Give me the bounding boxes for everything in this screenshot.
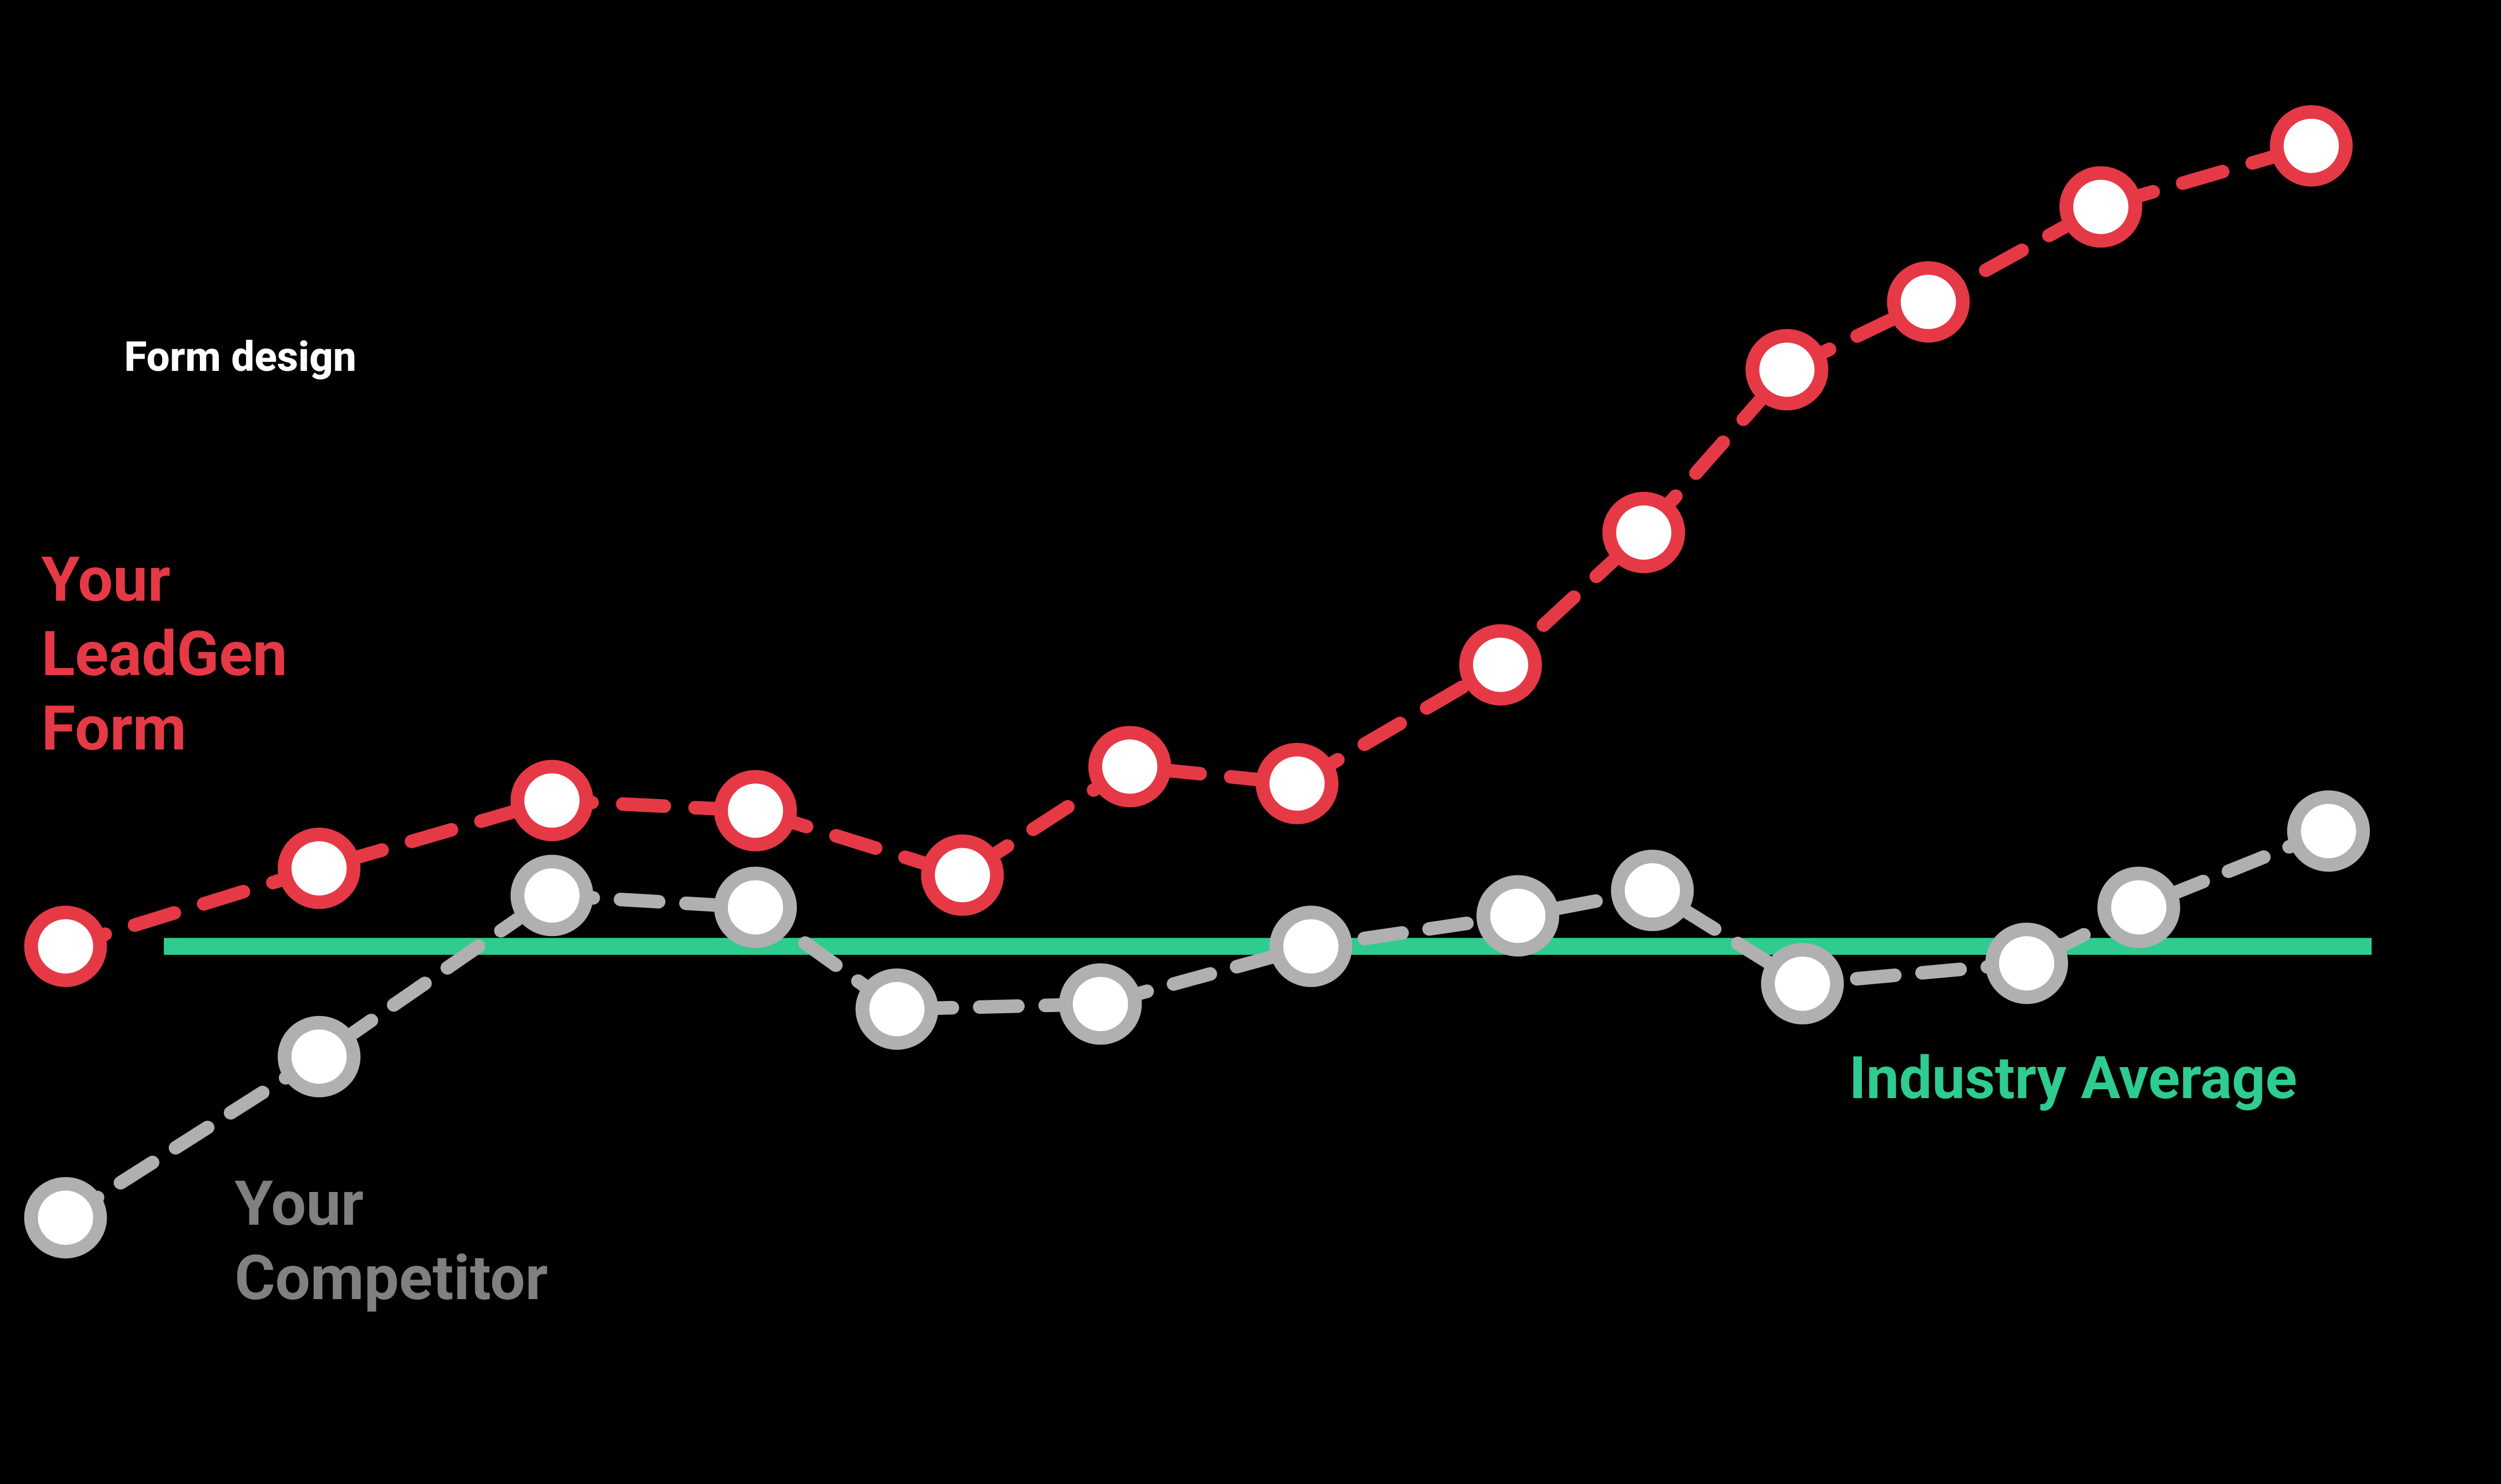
- competitor-series-label: Your Competitor: [234, 1167, 548, 1316]
- industry-average-label: Industry Average: [1849, 1043, 2297, 1114]
- chart-title: Form design: [124, 333, 356, 382]
- chart-container: Form design Your LeadGen Form Your Compe…: [0, 0, 2501, 1484]
- leadgen-series-label: Your LeadGen Form: [42, 543, 288, 767]
